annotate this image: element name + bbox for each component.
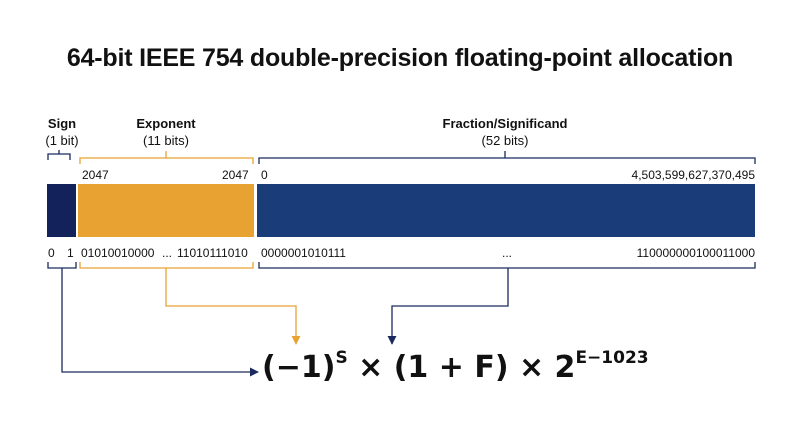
fraction-example-right: 110000000100011000 (636, 246, 755, 260)
sign-arrow (61, 268, 259, 377)
sign-bits-label: (1 bit) (45, 133, 79, 148)
formula: (−1)S × (1 + F) × 2E−1023 (262, 348, 649, 385)
fraction-bit-block (257, 184, 755, 237)
exponent-arrow (165, 268, 301, 345)
sign-label: Sign (47, 116, 77, 131)
exponent-bits-label: (11 bits) (143, 133, 189, 148)
formula-middle: × (1 + F) × 2 (347, 350, 576, 385)
exponent-range-max: 2047 (222, 168, 249, 182)
page-title: 64-bit IEEE 754 double-precision floatin… (66, 44, 734, 72)
fraction-range-max: 4,503,599,627,370,495 (631, 168, 755, 182)
sign-bottom-bracket (47, 262, 77, 269)
fraction-label: Fraction/Significand (442, 116, 568, 131)
fraction-range-min: 0 (261, 168, 268, 182)
exponent-range-min: 2047 (82, 168, 109, 182)
exponent-bit-block (78, 184, 254, 237)
fraction-example-left: 0000001010111 (261, 246, 346, 260)
sign-value-low: 0 (48, 246, 55, 260)
exponent-example-left: 01010010000 (81, 246, 155, 260)
fraction-ellipsis: ... (502, 246, 513, 260)
exponent-label: Exponent (136, 116, 196, 131)
exponent-bottom-bracket (79, 262, 254, 269)
sign-value-high: 1 (67, 246, 74, 260)
fraction-bits-label: (52 bits) (481, 133, 529, 148)
fraction-top-bracket (258, 151, 756, 164)
exponent-ellipsis: ... (162, 246, 173, 260)
sign-bit-block (47, 184, 76, 237)
fraction-arrow (387, 268, 509, 345)
formula-sign-exponent: S (335, 348, 348, 368)
formula-power: E−1023 (575, 348, 649, 368)
fraction-bottom-bracket (258, 262, 756, 269)
sign-top-bracket (47, 150, 71, 160)
formula-base: (−1) (262, 350, 336, 385)
exponent-top-bracket (79, 151, 254, 164)
exponent-example-right: 11010111010 (177, 246, 248, 260)
